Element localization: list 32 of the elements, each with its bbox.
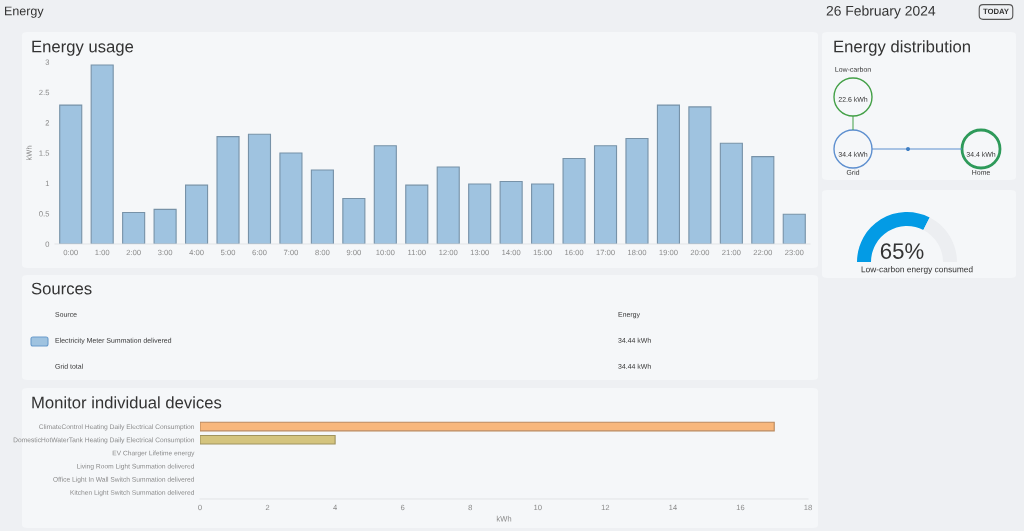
data-label: 65% <box>880 243 924 259</box>
bar <box>405 184 429 244</box>
text: Energy <box>5 6 44 18</box>
bar <box>216 136 240 244</box>
text: Energy distribution <box>834 40 970 56</box>
text: Sources <box>31 282 92 295</box>
bar <box>59 104 83 244</box>
bar <box>90 64 114 244</box>
bar <box>719 142 743 244</box>
bar <box>562 157 586 244</box>
chart-title: Monitor individual devices <box>32 396 222 409</box>
bar <box>247 133 272 244</box>
bar <box>688 106 712 244</box>
bar <box>373 145 397 244</box>
bar <box>436 166 460 244</box>
text: 26 February 2024 <box>826 5 936 19</box>
bar <box>342 197 366 244</box>
bar <box>153 208 177 244</box>
bar <box>279 152 303 244</box>
chart-title: Energy usage <box>32 40 134 56</box>
text: Low-carbon energy consumed <box>861 266 973 274</box>
bar <box>782 213 806 244</box>
bar <box>468 183 492 244</box>
bar <box>122 211 146 244</box>
bar <box>310 169 334 244</box>
bar <box>184 184 209 244</box>
bar <box>751 156 775 244</box>
bar <box>593 145 618 244</box>
bar <box>656 104 681 244</box>
bar <box>499 180 523 244</box>
bar <box>531 183 555 244</box>
bar <box>625 137 649 244</box>
